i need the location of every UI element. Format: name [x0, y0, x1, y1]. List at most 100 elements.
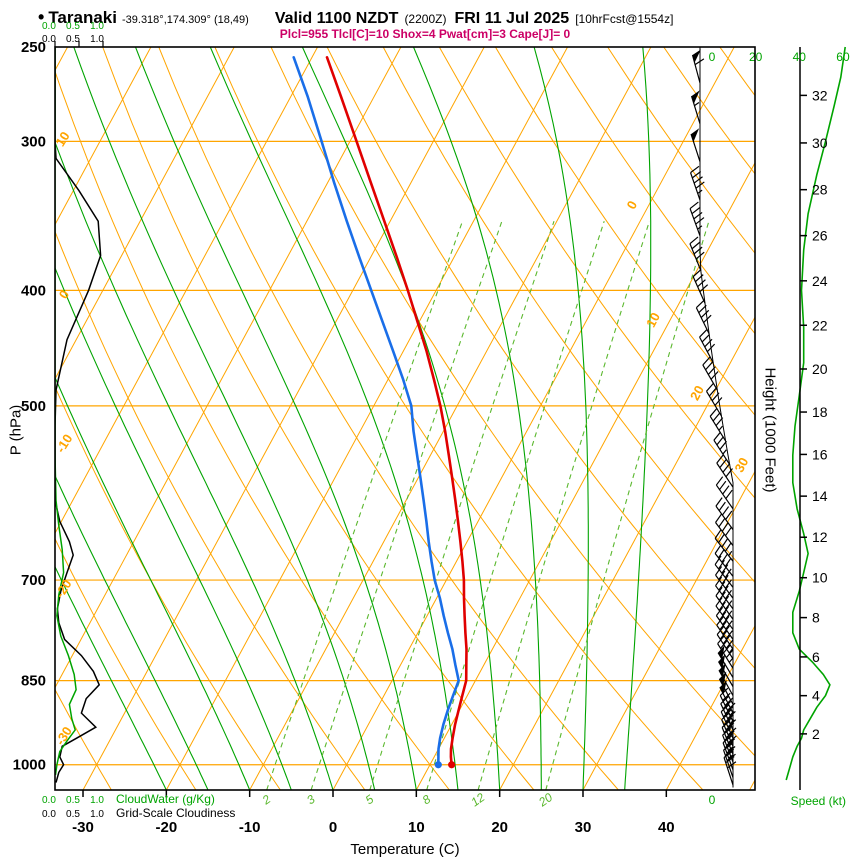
cw-scale-0: 0.0	[42, 21, 56, 32]
green-grid	[55, 47, 710, 790]
speed-profile-curve	[785, 46, 846, 781]
pressure-tick-label: 500	[21, 398, 46, 415]
isotherm-label: 30	[731, 455, 751, 475]
cloudiness-label: Grid-Scale Cloudiness	[116, 806, 236, 820]
cw-b1: 1.0	[90, 795, 104, 806]
temp-tick-label: 0	[329, 819, 337, 836]
height-tick-label: 18	[812, 404, 828, 420]
height-tick-label: 14	[812, 488, 828, 504]
mixing-ratio-label: 8	[420, 792, 434, 807]
temperature-curves	[292, 55, 468, 769]
height-axis-label: Height (1000 Feet)	[761, 367, 779, 493]
pressure-tick-label: 300	[21, 133, 46, 150]
cloudiness-scale-top: 0.0 0.5 1.0	[42, 34, 104, 45]
station-name: Taranaki	[48, 8, 117, 27]
temp-tick-label: -10	[239, 819, 261, 836]
barb-spine	[699, 47, 734, 788]
temp-tick-label: 10	[408, 819, 425, 836]
height-tick-label: 32	[812, 87, 828, 103]
height-tick-label: 30	[812, 135, 828, 151]
height-tick-label: 22	[812, 317, 828, 333]
speed-curve	[785, 46, 846, 781]
pressure-tick-label: 250	[21, 39, 46, 56]
temperature-curve	[325, 55, 468, 767]
height-tick-label: 8	[812, 610, 820, 626]
orange-grid	[55, 47, 755, 790]
valid-time: Valid 1100 NZDT	[274, 10, 399, 27]
cloudiness-scale-bottom: 0.0 0.5 1.0	[42, 809, 104, 820]
plot-frame	[54, 46, 756, 791]
cloudiness-legend: 0.0 0.5 1.0 Grid-Scale Cloudiness	[42, 806, 235, 820]
cw-scale-05: 0.5	[66, 21, 80, 32]
speed-tick-label: 0	[709, 50, 716, 64]
cloudiness-curve	[55, 47, 102, 783]
mixing-ratio-label: 5	[363, 792, 377, 807]
speed-zero-label: 0	[709, 793, 716, 807]
gs-b0: 0.0	[42, 809, 56, 820]
surface-dewpoint-dot	[434, 761, 442, 769]
height-tick-label: 28	[812, 182, 828, 198]
stability-indices: Plcl=955 Tlcl[C]=10 Shox=4 Pwat[cm]=3 Ca…	[279, 27, 571, 41]
temp-tick-label: 40	[658, 819, 675, 836]
height-tick-label: 26	[812, 228, 828, 244]
height-tick-label: 2	[812, 726, 820, 742]
speed-tick-label: 20	[749, 50, 763, 64]
cloudwater-scale-bottom: 0.0 0.5 1.0	[42, 795, 104, 806]
height-tick-label: 6	[812, 649, 820, 665]
pressure-tick-label: 850	[21, 673, 46, 690]
surface-temperature-dot	[448, 761, 456, 769]
height-tick-label: 12	[812, 529, 828, 545]
mixing-ratio-label: 12	[468, 790, 487, 809]
cloudwater-scale-top: 0.0 0.5 1.0	[42, 21, 104, 32]
dry-adiabat-label: -10	[53, 431, 76, 455]
speed-tick-label: 60	[836, 50, 850, 64]
cloudwater-curve	[55, 47, 77, 776]
cloudwater-legend: 0.0 0.5 1.0 CloudWater (g/Kg)	[42, 792, 215, 806]
station-bullet: •	[38, 7, 45, 27]
cw-b05: 0.5	[66, 795, 80, 806]
mixing-ratio-label: 20	[535, 790, 555, 810]
height-tick-label: 20	[812, 361, 828, 377]
cloud-profiles	[55, 47, 102, 783]
pressure-tick-label: 400	[21, 282, 46, 299]
chart-title: • Taranaki -39.318°,174.309° (18,49) Val…	[38, 7, 673, 28]
mixing-ratio-label: 2	[259, 792, 274, 808]
isotherm-label: 10	[643, 310, 663, 330]
gs-scale-05: 0.5	[66, 34, 80, 45]
wind-barbs	[689, 47, 737, 788]
forecast-info: [10hrFcst@1554z]	[575, 12, 674, 26]
pressure-tick-label: 1000	[13, 757, 46, 774]
isotherm-label: 0	[624, 198, 641, 211]
height-tick-label: 16	[812, 446, 828, 462]
dewpoint-curve	[292, 55, 461, 767]
gs-scale-1: 1.0	[90, 34, 104, 45]
temperature-axis-label: Temperature (C)	[350, 841, 460, 858]
valid-date: FRI 11 Jul 2025	[454, 10, 570, 27]
isotherm-label: 20	[687, 383, 707, 403]
pressure-tick-label: 700	[21, 572, 46, 589]
cw-b0: 0.0	[42, 795, 56, 806]
height-tick-label: 4	[812, 688, 820, 704]
temp-tick-label: 30	[575, 819, 592, 836]
speed-tick-label: 40	[793, 50, 807, 64]
dry-adiabat-label: 10	[52, 129, 72, 149]
height-tick-label: 24	[812, 273, 828, 289]
valid-time-utc: (2200Z)	[404, 12, 447, 26]
speed-axis-label: Speed (kt)	[790, 794, 846, 808]
temp-tick-label: -20	[155, 819, 177, 836]
station-coords: -39.318°,174.309° (18,49)	[121, 14, 249, 26]
mixing-ratio-label: 3	[304, 792, 318, 807]
gs-b1: 1.0	[90, 809, 104, 820]
height-tick-label: 10	[812, 570, 828, 586]
pressure-axis-label: P (hPa)	[7, 404, 25, 456]
gs-scale-0: 0.0	[42, 34, 56, 45]
gs-b05: 0.5	[66, 809, 80, 820]
temp-tick-label: 20	[491, 819, 508, 836]
cloudwater-label: CloudWater (g/Kg)	[116, 792, 215, 806]
temp-tick-label: -30	[72, 819, 94, 836]
cw-scale-1: 1.0	[90, 21, 104, 32]
